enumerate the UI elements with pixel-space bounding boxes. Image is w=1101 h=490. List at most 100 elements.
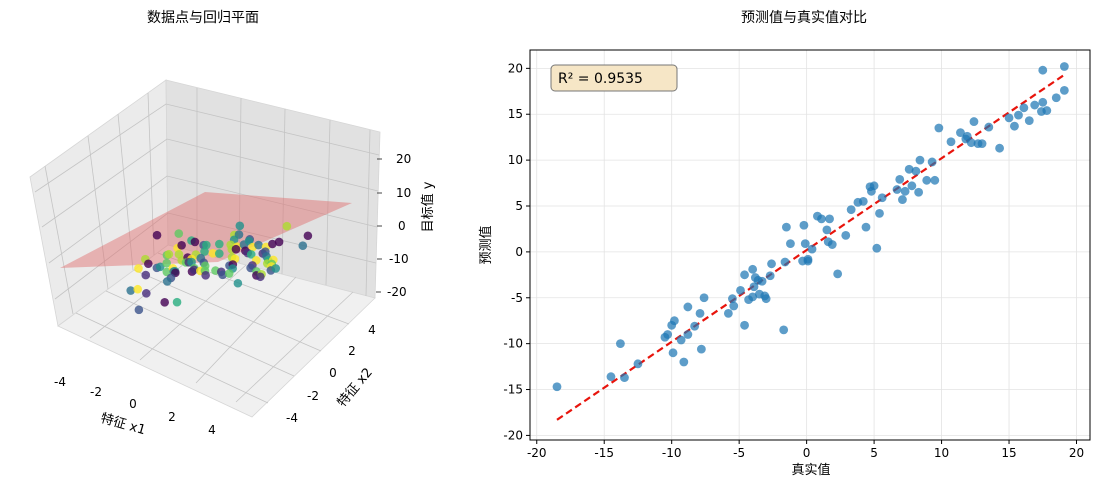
data-point [1059,62,1069,71]
data-point-3d [268,239,277,249]
data-point [995,143,1004,153]
data-point [663,330,673,339]
data-point [861,222,871,232]
data-point [1010,121,1019,131]
x-tick-label: 10 [934,446,949,460]
data-point [695,308,705,318]
data-point [817,214,826,224]
data-point [858,197,868,206]
plot3d-title: 数据点与回归平面 [147,9,259,26]
data-point-3d [256,272,265,282]
data-point [683,330,693,339]
data-point-3d [218,270,227,280]
data-point [765,271,775,281]
data-point [780,257,790,267]
z-tick: 20 [396,152,411,166]
data-point [757,276,767,286]
x-tick-label: -20 [527,446,547,460]
data-point [669,316,679,326]
x-tick-label: -15 [594,446,614,460]
data-point [690,321,700,331]
plot2d-xlabel: 真实值 [791,462,830,478]
data-point [962,131,972,141]
data-point-3d [235,221,245,231]
plot2d: 预测值与真实值对比 -20 -15 -10 -5 0 5 10 15 20 -20 -15 -10 -5… [478,10,1091,478]
x1-tick: -4 [54,375,66,389]
data-point-3d [162,258,171,268]
data-point-3d [172,297,182,307]
data-point [767,259,776,269]
data-point [1030,100,1040,110]
scatter3d-points [126,221,313,315]
x2-tick: 4 [368,323,376,337]
y-tick-label: 5 [515,199,523,213]
data-point [779,325,789,335]
data-point [552,382,562,392]
data-point-3d [298,241,308,250]
data-point [827,240,837,249]
data-point [825,214,834,224]
y-tick-label: -15 [503,383,523,397]
scatter-points [552,62,1069,392]
data-point [927,157,937,167]
data-point [1004,113,1014,123]
data-point [781,222,791,232]
data-point-3d [134,264,143,273]
data-point [723,308,733,318]
data-point-3d [155,262,165,272]
data-point-3d [231,244,241,254]
x1-tick: 4 [208,423,216,437]
z-ticks: 20 10 0 -10 -20 [376,152,411,299]
x1-tick: 0 [129,397,137,411]
data-point-3d [282,221,292,231]
x1-ticks: -4 -2 0 2 4 [54,375,216,437]
data-point [1019,103,1029,113]
y-tick-label: 15 [508,107,523,121]
data-point [922,175,932,185]
data-point [616,339,625,349]
data-point-3d [162,277,172,286]
data-point [875,208,884,218]
z-tick: 10 [396,186,411,200]
data-point-3d [274,237,284,247]
x-tick-label: 5 [870,446,878,460]
data-point [966,138,976,148]
data-point-3d [246,250,256,259]
data-point [833,269,843,279]
data-point [761,294,771,304]
data-point [683,302,693,312]
y-tick-label: -10 [503,337,523,351]
data-point [1038,65,1048,75]
data-point [799,220,809,230]
data-point-3d [200,247,209,256]
data-point [1051,93,1061,103]
data-point [869,181,879,191]
data-point-3d [144,259,153,269]
data-point-3d [208,248,218,258]
y-tick-label: -20 [503,428,523,442]
data-point [898,195,907,204]
data-point [911,166,921,176]
data-point-3d [224,269,234,278]
x1-label: 特征 x1 [99,411,147,438]
plot2d-ylabel: 预测值 [478,225,494,264]
data-point [620,373,629,382]
data-point-3d [164,249,174,259]
data-point [977,139,987,149]
data-point [877,193,887,203]
data-point-3d [190,237,200,247]
y-tick-label: -5 [511,291,523,305]
data-point [699,293,709,303]
data-point [748,292,758,302]
z-tick: 0 [398,219,406,233]
data-point [904,164,914,174]
x-tick-label: 15 [1001,446,1016,460]
x-tick-label: -5 [733,446,745,460]
data-point [969,117,979,126]
data-point-3d [160,298,169,307]
data-point-3d [126,286,136,295]
plot2d-frame [529,49,1091,441]
data-point [915,155,925,165]
x1-tick: 2 [168,410,176,424]
